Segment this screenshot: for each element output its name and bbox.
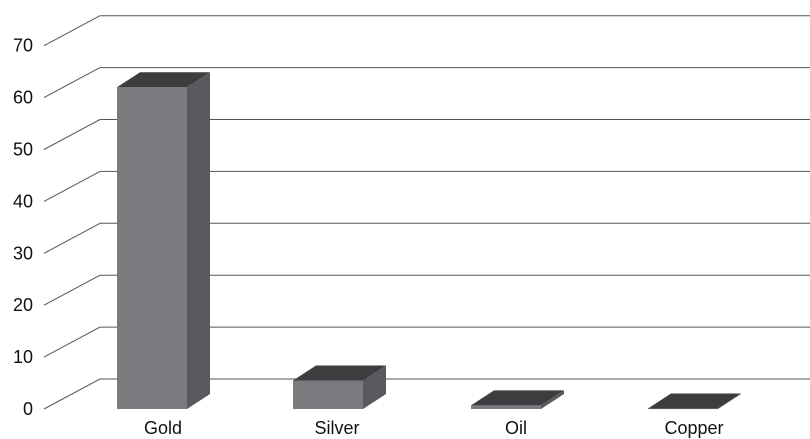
bar-top-face <box>471 390 564 406</box>
bar-top-face <box>293 365 386 381</box>
bar-front-face <box>117 87 187 409</box>
y-tick-label: 70 <box>13 36 33 56</box>
gridline-diagonal <box>43 378 101 410</box>
bar-silver <box>293 365 386 409</box>
y-tick-label: 30 <box>13 243 33 263</box>
bar-side-face <box>541 390 564 409</box>
gridline-diagonal <box>43 274 101 306</box>
bar-front-face <box>471 405 541 409</box>
bars <box>117 72 741 410</box>
bar-oil <box>471 390 564 409</box>
x-category-label: Oil <box>505 418 527 438</box>
bar-side-face <box>187 72 210 409</box>
bar-front-face <box>648 408 718 410</box>
bar-front-face <box>293 380 363 409</box>
gridline-diagonal <box>43 67 101 99</box>
bar-side-face <box>363 365 386 409</box>
y-tick-label: 20 <box>13 295 33 315</box>
bar-gold <box>117 72 210 409</box>
bar-top-face <box>117 72 210 88</box>
y-tick-label: 40 <box>13 191 33 211</box>
y-tick-label: 60 <box>13 88 33 108</box>
bar-copper <box>648 393 741 410</box>
y-tick-label: 10 <box>13 347 33 367</box>
y-tick-label: 0 <box>23 399 33 419</box>
y-axis-ticks: 0 10 20 30 40 50 60 70 <box>13 36 33 419</box>
x-category-label: Gold <box>144 418 182 438</box>
x-axis-labels: Gold Silver Oil Copper <box>144 418 724 438</box>
bar-top-face <box>648 393 741 409</box>
x-category-label: Silver <box>314 418 359 438</box>
gridline-diagonal <box>43 326 101 358</box>
gridline-diagonal <box>43 222 101 254</box>
gridline-diagonal <box>43 119 101 150</box>
bar-side-face <box>718 393 741 409</box>
gridline-diagonal <box>43 170 101 202</box>
gridline-diagonal <box>43 15 101 47</box>
y-tick-label: 50 <box>13 140 33 160</box>
gridlines <box>43 15 810 410</box>
x-category-label: Copper <box>664 418 723 438</box>
